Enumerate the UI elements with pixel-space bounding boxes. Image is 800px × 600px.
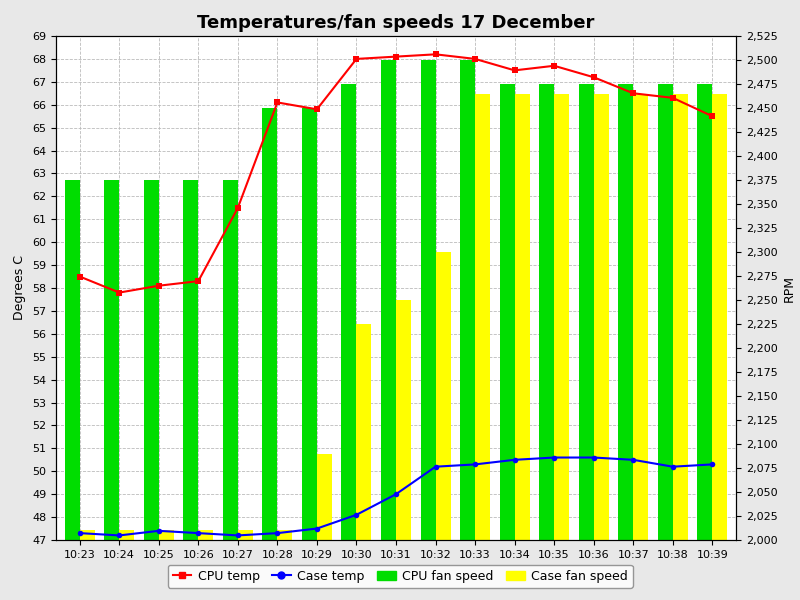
Bar	[634, 94, 648, 540]
Bar	[342, 84, 357, 540]
Title: Temperatures/fan speeds 17 December: Temperatures/fan speeds 17 December	[198, 14, 594, 32]
Bar	[262, 108, 278, 540]
Bar	[223, 180, 238, 540]
Bar	[278, 530, 293, 540]
Y-axis label: RPM: RPM	[783, 275, 796, 301]
Bar	[396, 300, 411, 540]
Bar	[421, 60, 435, 540]
Bar	[594, 94, 609, 540]
Legend: CPU temp, Case temp, CPU fan speed, Case fan speed: CPU temp, Case temp, CPU fan speed, Case…	[167, 565, 633, 588]
Bar	[539, 84, 554, 540]
Bar	[554, 94, 569, 540]
Bar	[80, 530, 94, 540]
Bar	[698, 84, 712, 540]
Bar	[712, 94, 727, 540]
Bar	[381, 60, 396, 540]
Bar	[183, 180, 198, 540]
Bar	[238, 530, 253, 540]
Bar	[144, 180, 158, 540]
Bar	[578, 84, 594, 540]
Bar	[658, 84, 673, 540]
Bar	[104, 180, 119, 540]
Bar	[317, 454, 332, 540]
Bar	[302, 108, 317, 540]
Bar	[357, 324, 371, 540]
Bar	[460, 60, 475, 540]
Bar	[618, 84, 634, 540]
Bar	[475, 94, 490, 540]
Bar	[499, 84, 514, 540]
Y-axis label: Degrees C: Degrees C	[14, 256, 26, 320]
Bar	[198, 530, 214, 540]
Bar	[158, 530, 174, 540]
Bar	[119, 530, 134, 540]
Bar	[435, 252, 450, 540]
Bar	[65, 180, 80, 540]
Bar	[673, 94, 688, 540]
Bar	[514, 94, 530, 540]
